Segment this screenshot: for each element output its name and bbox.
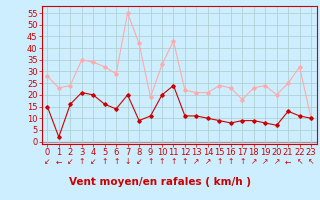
Text: ↓: ↓ [124, 158, 131, 166]
Text: ↖: ↖ [296, 158, 303, 166]
Text: ←: ← [285, 158, 291, 166]
Text: ↖: ↖ [308, 158, 314, 166]
Text: ←: ← [56, 158, 62, 166]
Text: Vent moyen/en rafales ( km/h ): Vent moyen/en rafales ( km/h ) [69, 177, 251, 187]
Text: ↙: ↙ [90, 158, 96, 166]
Text: ↗: ↗ [262, 158, 268, 166]
Text: ↑: ↑ [216, 158, 222, 166]
Text: ↗: ↗ [251, 158, 257, 166]
Text: ↙: ↙ [136, 158, 142, 166]
Text: ↑: ↑ [239, 158, 245, 166]
Text: ↑: ↑ [113, 158, 119, 166]
Text: ↑: ↑ [101, 158, 108, 166]
Text: ↑: ↑ [228, 158, 234, 166]
Text: ↗: ↗ [193, 158, 200, 166]
Text: ↙: ↙ [67, 158, 74, 166]
Text: ↑: ↑ [78, 158, 85, 166]
Text: ↗: ↗ [274, 158, 280, 166]
Text: ↑: ↑ [170, 158, 177, 166]
Text: ↙: ↙ [44, 158, 51, 166]
Text: ↑: ↑ [147, 158, 154, 166]
Text: ↑: ↑ [182, 158, 188, 166]
Text: ↑: ↑ [159, 158, 165, 166]
Text: ↗: ↗ [205, 158, 211, 166]
